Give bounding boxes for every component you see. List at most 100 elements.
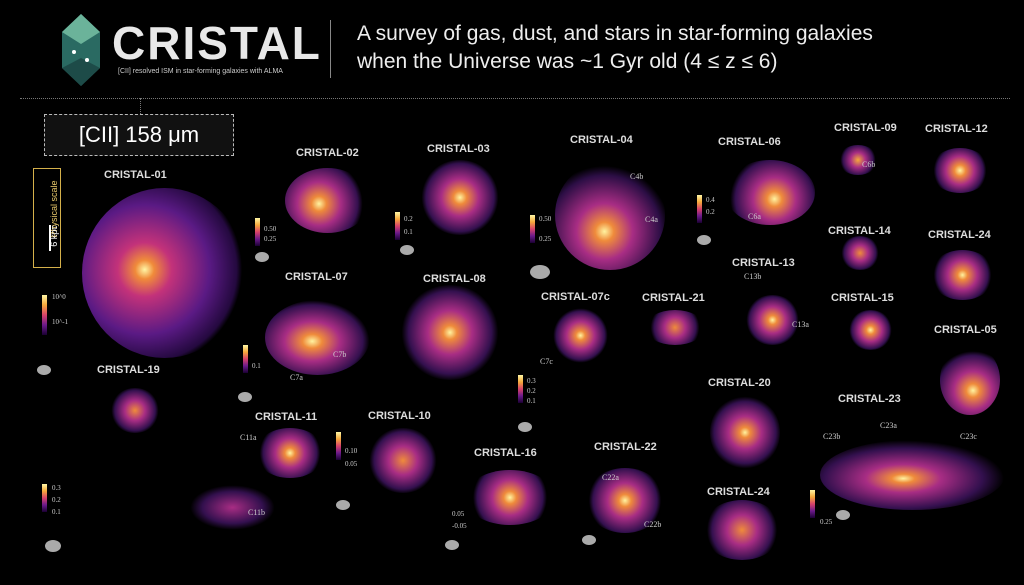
divider-tick <box>140 98 141 114</box>
component-label: C22a <box>602 473 619 482</box>
component-label: C7a <box>290 373 303 382</box>
component-label: C11a <box>240 433 257 442</box>
beam-ellipse <box>836 510 850 520</box>
galaxy-map <box>190 485 275 530</box>
beam-ellipse <box>255 252 269 262</box>
tick-label: 10^-1 <box>52 318 69 326</box>
colorbar <box>42 484 47 512</box>
galaxy-label: CRISTAL-23 <box>838 393 901 405</box>
galaxy-label: CRISTAL-12 <box>925 123 988 135</box>
galaxy-map <box>848 310 893 350</box>
tick-label: 0.1 <box>252 362 261 370</box>
galaxy-map <box>368 428 438 493</box>
galaxy-label: CRISTAL-21 <box>642 292 705 304</box>
galaxy-label: CRISTAL-13 <box>732 257 795 269</box>
galaxy-label: CRISTAL-03 <box>427 143 490 155</box>
colorbar <box>530 215 535 243</box>
tick-label: 10^0 <box>52 293 66 301</box>
tick-label: 0.25 <box>264 235 277 243</box>
galaxy-label: CRISTAL-01 <box>104 169 167 181</box>
tick-label: 0.4 <box>706 196 715 204</box>
galaxy-label: CRISTAL-10 <box>368 410 431 422</box>
tick-label: -0.05 <box>452 522 467 530</box>
galaxy-label: CRISTAL-20 <box>708 377 771 389</box>
galaxy-label: CRISTAL-09 <box>834 122 897 134</box>
component-label: C23c <box>960 432 977 441</box>
colorbar <box>395 212 400 240</box>
galaxy-label: CRISTAL-05 <box>934 324 997 336</box>
beam-ellipse <box>582 535 596 545</box>
beam-ellipse <box>530 265 550 279</box>
galaxy-map <box>930 148 990 193</box>
component-label: C22b <box>644 520 662 529</box>
beam-ellipse <box>518 422 532 432</box>
galaxy-label: CRISTAL-15 <box>831 292 894 304</box>
galaxy-map <box>645 310 705 345</box>
galaxy-map <box>710 395 780 470</box>
galaxy-label: CRISTAL-08 <box>423 273 486 285</box>
component-label: C13a <box>792 320 809 329</box>
galaxy-map <box>585 468 665 533</box>
colorbar <box>810 490 815 518</box>
tick-label: 0.1 <box>527 397 536 405</box>
galaxy-map <box>940 345 1000 415</box>
galaxy-map <box>820 440 1005 510</box>
galaxy-map <box>285 168 370 233</box>
galaxy-label: CRISTAL-22 <box>594 441 657 453</box>
cristal-logo-icon <box>62 14 100 86</box>
colorbar <box>336 432 341 460</box>
tick-label: 0.50 <box>539 215 552 223</box>
beam-ellipse <box>37 365 51 375</box>
tick-label: 0.3 <box>52 484 61 492</box>
component-label: C11b <box>248 508 266 517</box>
component-label: C23b <box>823 432 841 441</box>
tick-label: 0.50 <box>264 225 277 233</box>
scale-bar: Physical scale 6 kpc <box>33 168 61 268</box>
header: CRISTAL [CII] resolved ISM in star-formi… <box>0 0 1024 100</box>
galaxy-map <box>420 160 500 235</box>
brand-title: CRISTAL <box>112 17 322 69</box>
galaxy-map <box>265 300 370 375</box>
galaxy-map <box>838 145 878 175</box>
beam-ellipse <box>336 500 350 510</box>
beam-ellipse <box>445 540 459 550</box>
beam-ellipse <box>400 245 414 255</box>
tick-label: 0.05 <box>345 460 358 468</box>
component-label: C6a <box>748 212 761 221</box>
tick-label: 0.25 <box>820 518 833 526</box>
beam-ellipse <box>697 235 711 245</box>
galaxy-map <box>255 428 325 478</box>
tick-label: 0.1 <box>52 508 61 516</box>
component-label: C4a <box>645 215 658 224</box>
tick-label: 0.10 <box>345 447 358 455</box>
tick-label: 0.05 <box>452 510 465 518</box>
galaxy-label: CRISTAL-06 <box>718 136 781 148</box>
colorbar <box>697 195 702 223</box>
header-divider <box>330 20 331 78</box>
component-label: C7b <box>333 350 347 359</box>
galaxy-label: CRISTAL-14 <box>828 225 891 237</box>
beam-ellipse <box>238 392 252 402</box>
galaxy-map <box>725 160 815 225</box>
colorbar <box>518 375 523 403</box>
component-label: C6b <box>862 160 876 169</box>
galaxy-label: CRISTAL-11 <box>255 411 318 423</box>
brand-tagline: [CII] resolved ISM in star-forming galax… <box>118 68 283 75</box>
galaxy-map <box>400 285 500 380</box>
title-line-1: A survey of gas, dust, and stars in star… <box>357 22 873 45</box>
colorbar <box>255 218 260 246</box>
galaxy-map <box>745 295 800 345</box>
galaxy-label: CRISTAL-04 <box>570 134 633 146</box>
tick-label: 0.2 <box>706 208 715 216</box>
galaxy-map <box>555 160 665 270</box>
galaxy-map <box>840 236 880 270</box>
tick-label: 0.2 <box>52 496 61 504</box>
tick-label: 0.2 <box>527 387 536 395</box>
tick-label: 0.25 <box>539 235 552 243</box>
component-label: C23a <box>880 421 897 430</box>
galaxy-label: CRISTAL-16 <box>474 447 537 459</box>
line-label: [CII] 158 μm <box>44 114 234 156</box>
galaxy-map <box>110 388 160 433</box>
tick-label: 0.2 <box>404 215 413 223</box>
galaxy-map <box>553 308 608 363</box>
